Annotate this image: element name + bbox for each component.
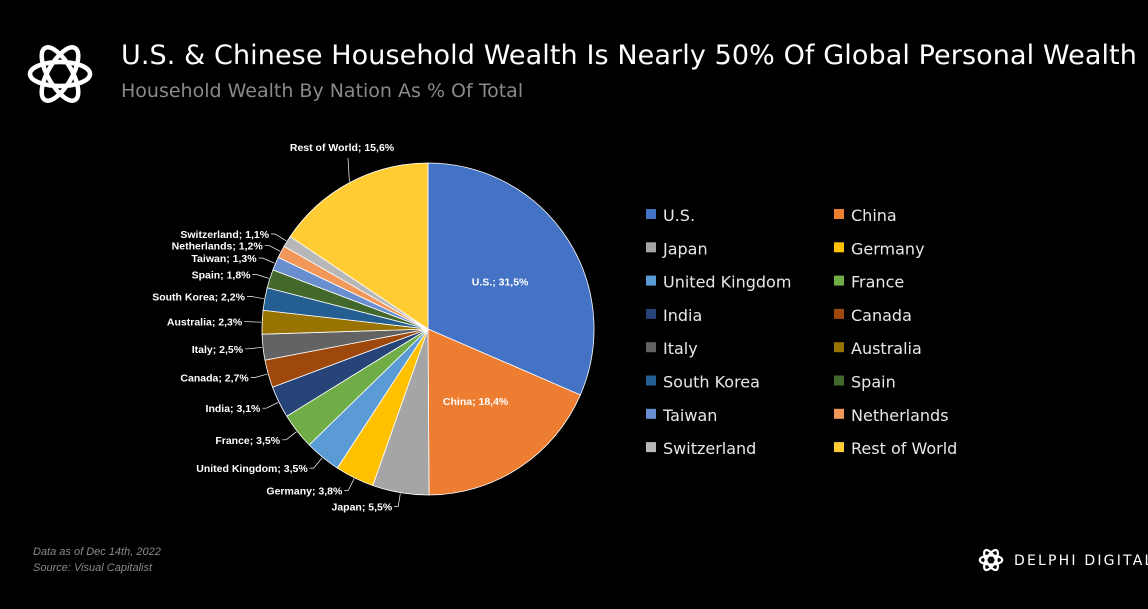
knot-logo-icon: [978, 548, 1004, 572]
leader-line-south-korea: [247, 296, 264, 300]
legend-label-japan: Japan: [662, 239, 708, 258]
data-label-australia: Australia; 2,3%: [167, 317, 243, 329]
legend-item-united-kingdom: United Kingdom: [646, 273, 791, 292]
legend-item-italy: Italy: [646, 339, 698, 358]
legend-label-taiwan: Taiwan: [662, 406, 717, 425]
legend-item-switzerland: Switzerland: [646, 439, 756, 458]
leader-line-spain: [252, 274, 270, 279]
leader-line-canada: [250, 373, 268, 378]
legend-label-australia: Australia: [851, 339, 922, 358]
legend-item-taiwan: Taiwan: [646, 406, 717, 425]
pie-slices: [261, 162, 595, 496]
data-label-taiwan: Taiwan; 1,3%: [191, 253, 257, 265]
legend-swatch-u-s: [646, 209, 656, 219]
legend-label-china: China: [851, 206, 897, 225]
leader-line-japan: [394, 493, 401, 507]
legend-swatch-india: [646, 308, 656, 319]
legend-label-india: India: [663, 306, 702, 325]
brand-name: DELPHI DIGITAL: [1014, 553, 1148, 569]
leader-line-taiwan: [258, 257, 275, 264]
legend-label-canada: Canada: [851, 306, 912, 325]
slice-rest-of-world: [289, 162, 429, 330]
data-labels: U.S.; 31,5% China; 18,4% Japan; 5,5% German…: [152, 142, 529, 514]
leader-line-united-kingdom: [309, 457, 323, 469]
data-label-china: China; 18,4%: [443, 396, 509, 408]
data-label-switzerland: Switzerland; 1,1%: [180, 229, 269, 241]
data-label-spain: Spain; 1,8%: [192, 270, 252, 282]
legend-swatch-france: [834, 275, 844, 286]
legend-label-germany: Germany: [851, 239, 925, 258]
brand-mark: DELPHI DIGITAL: [976, 545, 1148, 577]
legend-swatch-taiwan: [646, 408, 656, 419]
legend-swatch-japan: [646, 242, 656, 253]
leader-line-italy: [245, 346, 263, 350]
data-label-italy: Italy; 2,5%: [192, 344, 244, 356]
chart-subtitle: Household Wealth By Nation As % Of Total: [121, 80, 524, 102]
legend-swatch-spain: [834, 375, 844, 386]
legend: U.S. China Japan Germany United Kingdom Franc…: [646, 206, 957, 458]
legend-item-south-korea: South Korea: [646, 373, 760, 392]
data-date-note: Data as of Dec 14th, 2022: [33, 546, 161, 558]
data-label-south-korea: South Korea; 2,2%: [152, 291, 245, 303]
knot-logo-icon: [27, 45, 93, 103]
slice-u-s: [427, 162, 595, 396]
legend-swatch-united-kingdom: [646, 275, 656, 286]
legend-swatch-canada: [834, 308, 844, 319]
leader-line-france: [282, 431, 297, 441]
legend-swatch-germany: [834, 242, 844, 253]
legend-swatch-switzerland: [646, 442, 656, 453]
chart-title: U.S. & Chinese Household Wealth Is Nearl…: [121, 40, 1137, 71]
data-label-germany: Germany; 3,8%: [266, 485, 343, 497]
data-label-rest-of-world: Rest of World; 15,6%: [290, 142, 395, 154]
leader-line-india: [262, 402, 279, 409]
legend-swatch-china: [834, 209, 844, 219]
leader-line-rest-of-world: [347, 157, 350, 182]
leader-line-switzerland: [271, 233, 287, 242]
data-label-india: India; 3,1%: [206, 403, 262, 415]
data-label-u-s: U.S.; 31,5%: [472, 277, 529, 289]
data-label-united-kingdom: United Kingdom; 3,5%: [196, 463, 308, 475]
legend-label-netherlands: Netherlands: [851, 406, 949, 425]
legend-item-netherlands: Netherlands: [834, 406, 949, 425]
data-source-note: Source: Visual Capitalist: [33, 562, 153, 574]
leader-lines: [244, 157, 401, 507]
legend-item-france: France: [834, 273, 904, 292]
legend-swatch-netherlands: [834, 408, 844, 419]
legend-item-germany: Germany: [834, 239, 925, 258]
data-label-france: France; 3,5%: [215, 435, 280, 447]
legend-item-canada: Canada: [834, 306, 912, 325]
legend-swatch-italy: [646, 342, 656, 353]
slice-china: [427, 328, 581, 496]
legend-item-australia: Australia: [834, 339, 922, 358]
legend-label-united-kingdom: United Kingdom: [663, 273, 791, 292]
legend-label-spain: Spain: [851, 373, 896, 392]
legend-item-china: China: [834, 206, 897, 225]
legend-item-japan: Japan: [646, 239, 708, 258]
legend-label-france: France: [851, 273, 904, 292]
data-label-japan: Japan; 5,5%: [331, 502, 392, 514]
legend-item-u-s: U.S.: [646, 206, 695, 225]
legend-label-switzerland: Switzerland: [663, 439, 756, 458]
data-label-canada: Canada; 2,7%: [180, 373, 249, 385]
legend-swatch-south-korea: [646, 375, 656, 386]
legend-item-spain: Spain: [834, 373, 896, 392]
legend-item-india: India: [646, 306, 702, 325]
legend-item-rest-of-world: Rest of World: [834, 439, 957, 458]
leader-line-australia: [244, 321, 262, 323]
legend-swatch-australia: [834, 342, 844, 353]
leader-line-netherlands: [264, 244, 281, 252]
legend-label-italy: Italy: [663, 339, 698, 358]
leader-line-germany: [344, 478, 355, 491]
legend-swatch-rest-of-world: [834, 442, 844, 453]
legend-label-rest-of-world: Rest of World: [851, 439, 957, 458]
legend-label-u-s: U.S.: [663, 206, 695, 225]
source-note: Data as of Dec 14th, 2022 Source: Visual…: [33, 544, 161, 576]
data-label-netherlands: Netherlands; 1,2%: [172, 240, 264, 252]
legend-label-south-korea: South Korea: [663, 373, 760, 392]
